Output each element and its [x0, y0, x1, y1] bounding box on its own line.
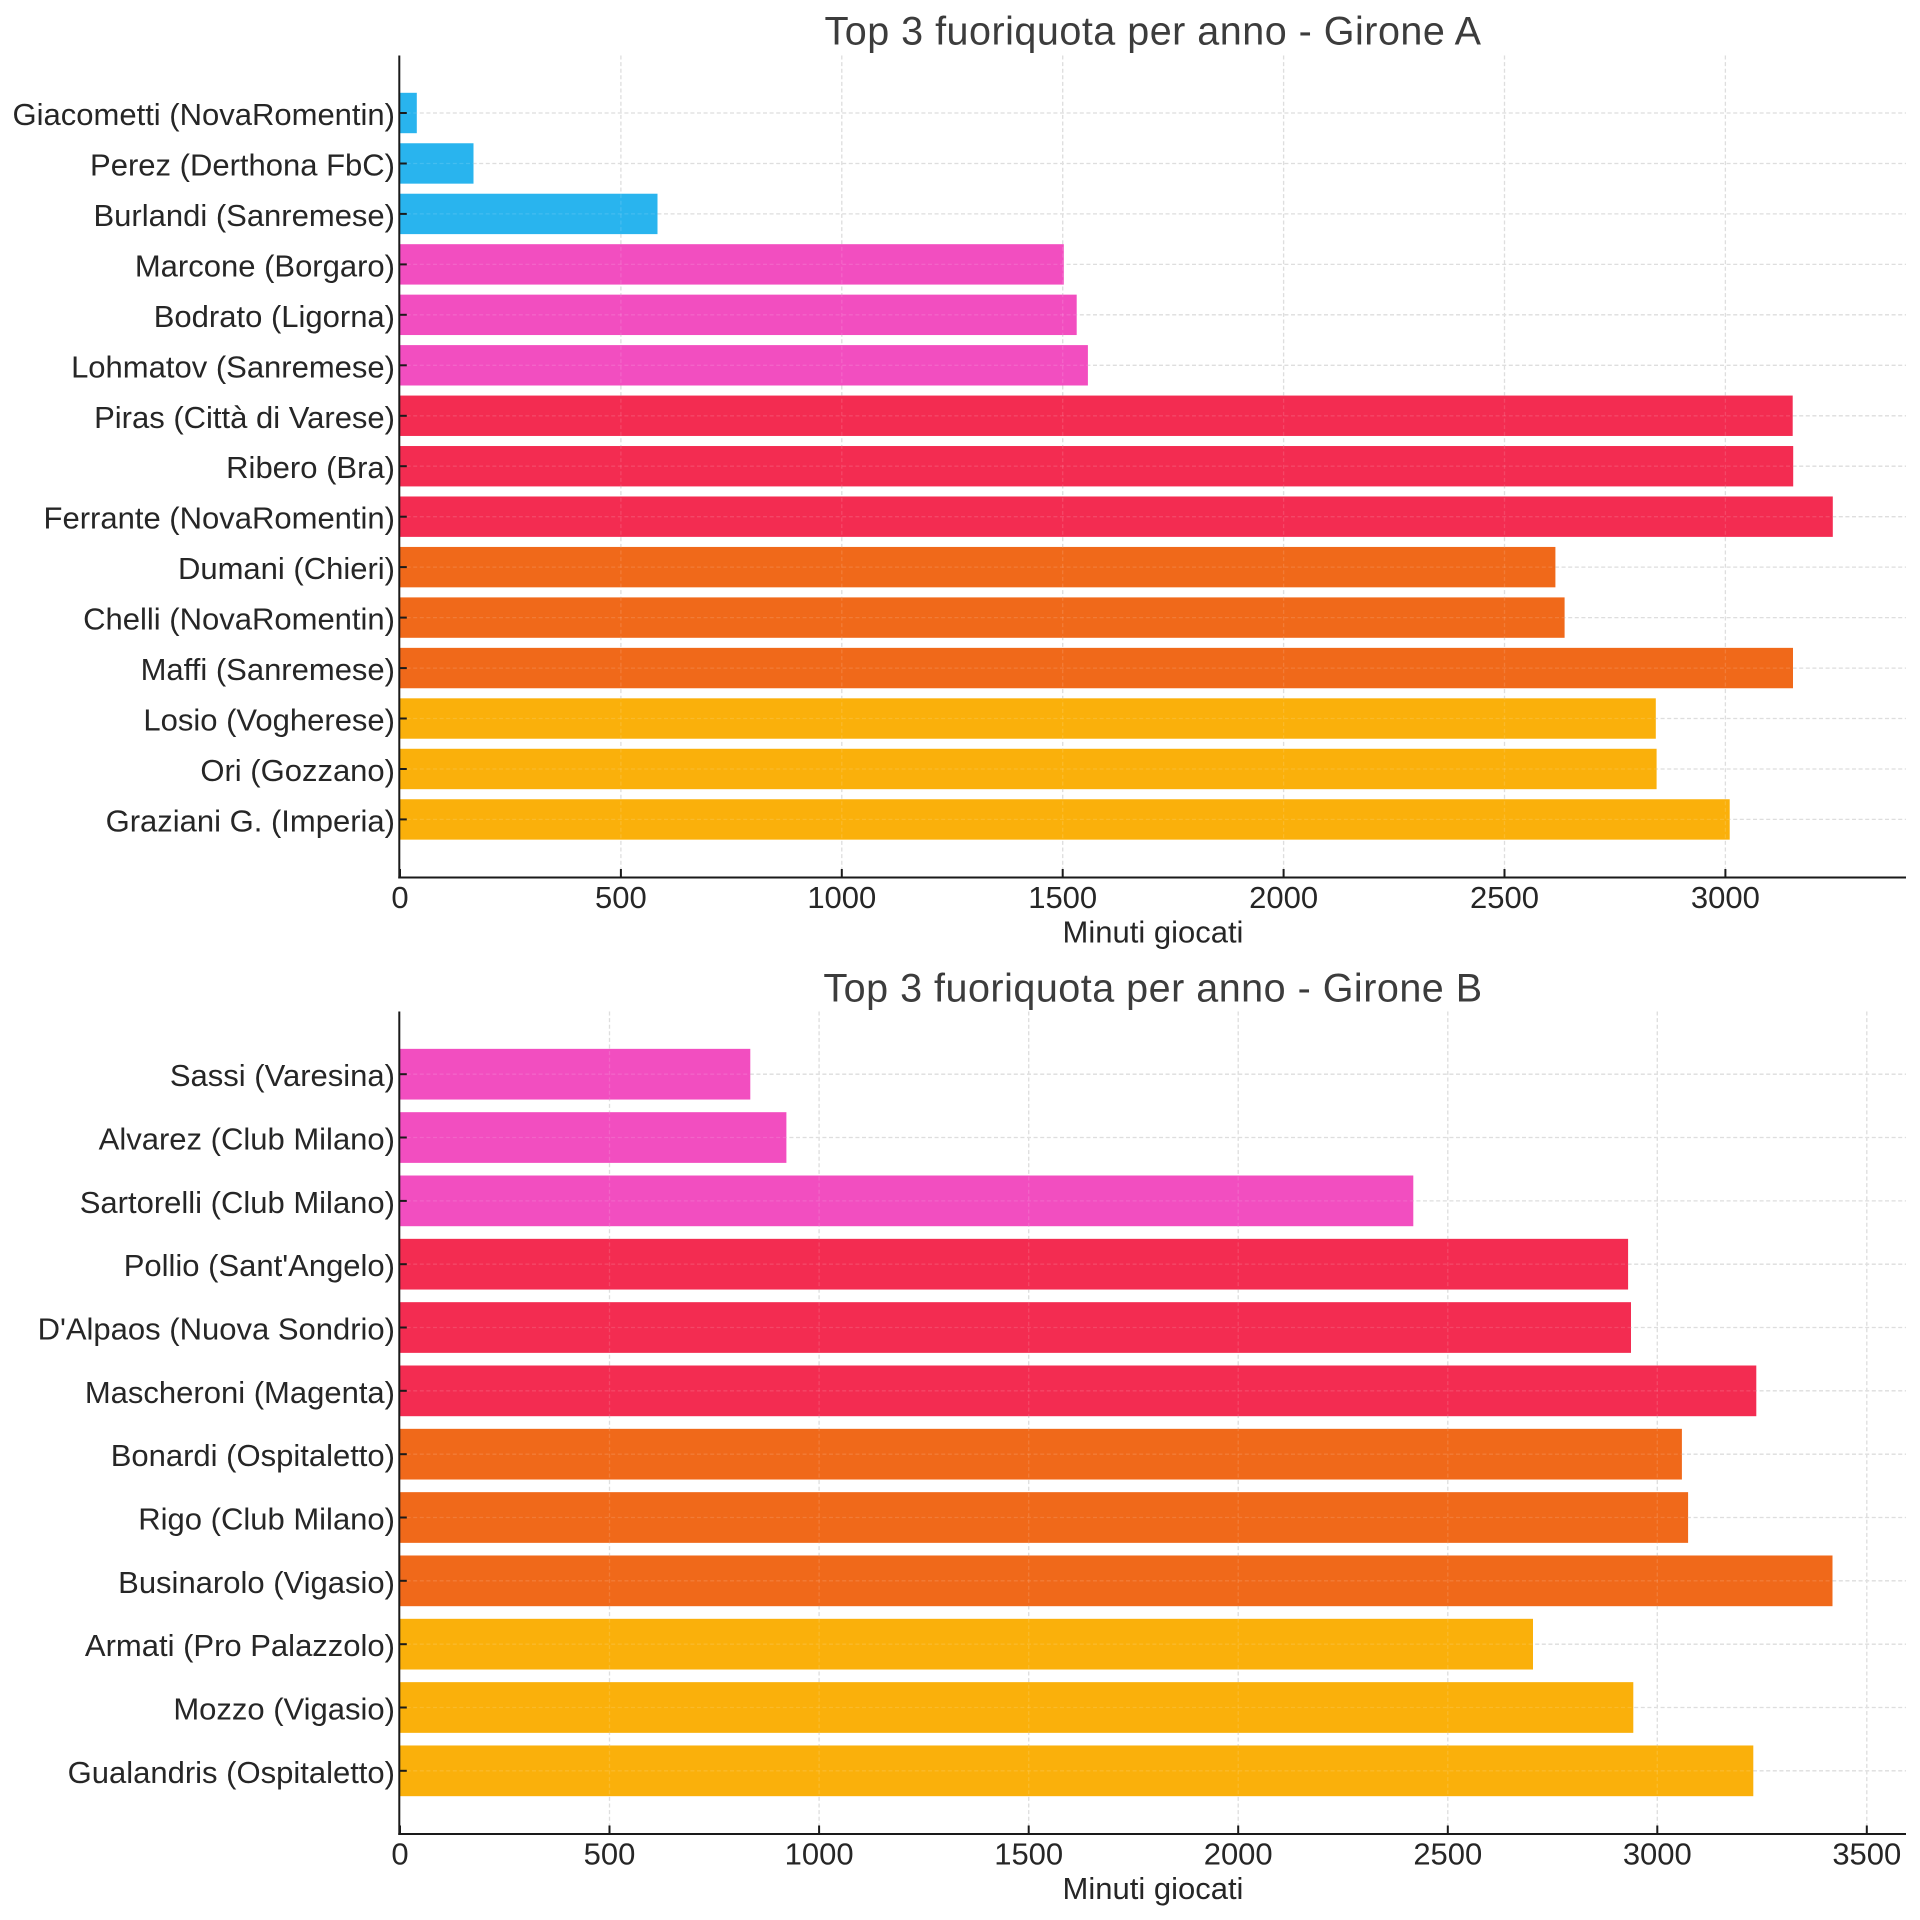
svg-text:Ferrante (NovaRomentin): Ferrante (NovaRomentin)	[44, 501, 395, 536]
svg-text:1000: 1000	[807, 880, 876, 915]
svg-text:Bonardi (Ospitaletto): Bonardi (Ospitaletto)	[111, 1438, 395, 1473]
svg-text:3500: 3500	[1832, 1837, 1901, 1872]
svg-text:0: 0	[391, 1837, 408, 1872]
svg-text:Pollio (Sant'Angelo): Pollio (Sant'Angelo)	[124, 1248, 395, 1283]
svg-text:Lohmatov (Sanremese): Lohmatov (Sanremese)	[71, 349, 395, 384]
svg-text:Burlandi (Sanremese): Burlandi (Sanremese)	[93, 198, 395, 233]
svg-text:500: 500	[595, 880, 647, 915]
svg-text:Graziani G. (Imperia): Graziani G. (Imperia)	[106, 803, 395, 838]
svg-text:Giacometti (NovaRomentin): Giacometti (NovaRomentin)	[13, 97, 395, 132]
svg-text:1000: 1000	[785, 1837, 854, 1872]
svg-text:Sartorelli (Club Milano): Sartorelli (Club Milano)	[80, 1185, 395, 1220]
svg-text:500: 500	[584, 1837, 636, 1872]
svg-text:Businarolo (Vigasio): Businarolo (Vigasio)	[118, 1565, 395, 1600]
svg-text:2500: 2500	[1413, 1837, 1482, 1872]
svg-text:Minuti giocati: Minuti giocati	[1063, 1871, 1244, 1906]
svg-text:2000: 2000	[1204, 1837, 1273, 1872]
svg-text:Minuti giocati: Minuti giocati	[1063, 914, 1244, 949]
svg-text:2000: 2000	[1249, 880, 1318, 915]
svg-text:Alvarez (Club Milano): Alvarez (Club Milano)	[99, 1122, 395, 1157]
svg-text:Marcone (Borgaro): Marcone (Borgaro)	[135, 248, 395, 283]
svg-text:3000: 3000	[1691, 880, 1760, 915]
svg-text:Sassi (Varesina): Sassi (Varesina)	[170, 1058, 395, 1093]
svg-text:1500: 1500	[994, 1837, 1063, 1872]
svg-text:2500: 2500	[1470, 880, 1539, 915]
svg-text:Rigo (Club Milano): Rigo (Club Milano)	[138, 1502, 395, 1537]
svg-text:Dumani (Chieri): Dumani (Chieri)	[178, 551, 395, 586]
svg-text:Losio (Vogherese): Losio (Vogherese)	[143, 703, 395, 738]
svg-text:Top 3 fuoriquota per anno - Gi: Top 3 fuoriquota per anno - Girone B	[823, 967, 1482, 1011]
svg-text:Mascheroni (Magenta): Mascheroni (Magenta)	[85, 1375, 395, 1410]
svg-text:Perez (Derthona FbC): Perez (Derthona FbC)	[90, 148, 395, 183]
svg-text:0: 0	[391, 880, 408, 915]
svg-text:Ori (Gozzano): Ori (Gozzano)	[200, 753, 395, 788]
svg-text:Top 3 fuoriquota per anno - Gi: Top 3 fuoriquota per anno - Girone A	[824, 10, 1481, 54]
svg-text:Ribero (Bra): Ribero (Bra)	[226, 450, 395, 485]
svg-text:Armati (Pro Palazzolo): Armati (Pro Palazzolo)	[85, 1628, 395, 1663]
svg-text:1500: 1500	[1028, 880, 1097, 915]
svg-text:3000: 3000	[1623, 1837, 1692, 1872]
svg-text:D'Alpaos (Nuova Sondrio): D'Alpaos (Nuova Sondrio)	[38, 1312, 395, 1347]
svg-text:Chelli (NovaRomentin): Chelli (NovaRomentin)	[83, 602, 395, 637]
svg-text:Gualandris (Ospitaletto): Gualandris (Ospitaletto)	[68, 1755, 395, 1790]
svg-text:Piras (Città di Varese): Piras (Città di Varese)	[94, 400, 395, 435]
svg-text:Bodrato (Ligorna): Bodrato (Ligorna)	[154, 299, 395, 334]
svg-text:Maffi (Sanremese): Maffi (Sanremese)	[141, 652, 395, 687]
svg-text:Mozzo (Vigasio): Mozzo (Vigasio)	[173, 1692, 395, 1727]
